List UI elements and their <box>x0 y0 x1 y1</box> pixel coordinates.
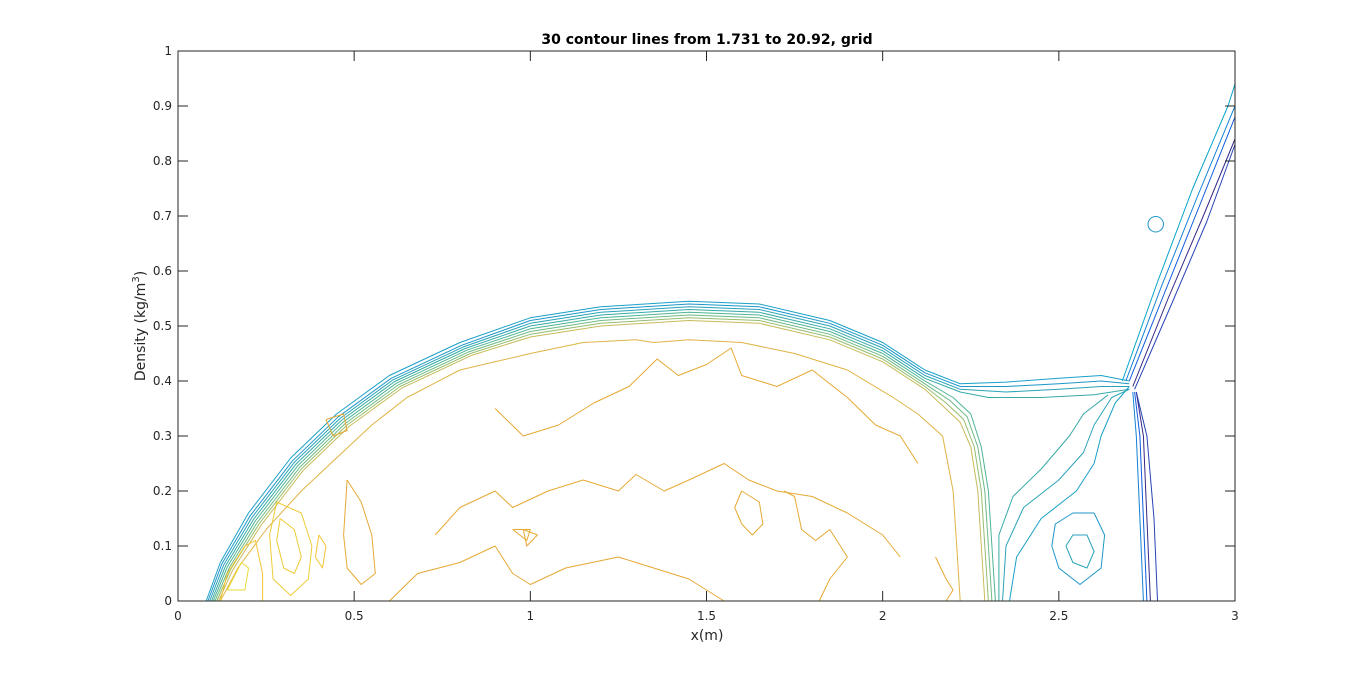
contour-line-interior <box>783 490 848 602</box>
contour-line-bubble-outer <box>211 309 1130 602</box>
contour-line-bubble-outer <box>212 311 996 602</box>
y-tick-label: 0.3 <box>153 429 172 443</box>
contour-line-stem <box>1132 391 1144 602</box>
contour-line-edge <box>219 540 264 602</box>
contour-line-loop <box>1051 512 1106 585</box>
contour-line-edge <box>314 534 327 569</box>
contour-line-bubble-outer <box>209 306 1130 602</box>
x-ticks: 0 0.5 1 1.5 2 2.5 3 <box>174 51 1239 623</box>
contour-lines <box>205 83 1236 602</box>
contour-line-bubble-outer <box>218 320 986 602</box>
y-tick-label: 0.9 <box>153 99 172 113</box>
y-axis-label-main: Density (kg/m <box>133 283 149 382</box>
contour-line-interior <box>734 490 764 536</box>
x-tick-label: 2.5 <box>1049 609 1068 623</box>
contour-line-edge <box>276 518 302 574</box>
x-axis-label: x(m) <box>691 628 724 644</box>
contour-line-interior <box>494 347 919 464</box>
contour-line-shock <box>1134 144 1236 390</box>
contour-line-steps <box>1009 386 1130 602</box>
y-tick-label: 0.8 <box>153 154 172 168</box>
x-tick-label: 1.5 <box>697 609 716 623</box>
contour-line-interior <box>512 529 531 541</box>
contour-line-bubble-outer <box>216 317 989 602</box>
x-tick-label: 0.5 <box>345 609 364 623</box>
contour-line-stem <box>1135 391 1151 602</box>
contour-line-bubble-outer <box>205 300 1130 602</box>
contour-line-stem <box>1134 391 1148 602</box>
y-axis-label: Density (kg/m3) <box>131 271 149 381</box>
contour-line-interior <box>343 479 376 585</box>
y-tick-label: 0.6 <box>153 264 172 278</box>
contour-line-stem <box>1135 391 1158 602</box>
contour-line-interior <box>325 413 348 437</box>
y-axis-label-superscript: 3 <box>131 276 142 282</box>
y-ticks: 0 0.1 0.2 0.3 0.4 0.5 0.6 0.7 0.8 0.9 1 <box>153 44 1235 608</box>
y-tick-label: 0.1 <box>153 539 172 553</box>
contour-line-interior <box>434 463 901 558</box>
contour-line-shock <box>1128 116 1236 382</box>
contour-line-bubble-outer <box>207 303 1130 602</box>
contour-line-loop <box>1065 534 1095 569</box>
contour-line-steps <box>998 394 1109 601</box>
contour-line-bubble-outer <box>214 314 993 602</box>
x-tick-label: 2 <box>879 609 887 623</box>
contour-line-edge <box>226 562 249 591</box>
contour-line-detached-loop <box>1147 216 1164 233</box>
contour-line-interior <box>522 529 538 547</box>
y-tick-label: 0.5 <box>153 319 172 333</box>
contour-line-steps <box>1002 388 1130 602</box>
chart-title: 30 contour lines from 1.731 to 20.92, gr… <box>541 32 872 48</box>
y-axis-label-close: ) <box>133 271 149 276</box>
x-tick-label: 1 <box>527 609 535 623</box>
contour-line-shock <box>1125 105 1236 382</box>
y-tick-label: 0.4 <box>153 374 172 388</box>
y-tick-label: 0.2 <box>153 484 172 498</box>
y-tick-label: 0 <box>164 594 172 608</box>
x-tick-label: 0 <box>174 609 182 623</box>
contour-line-bubble-inner <box>219 339 961 602</box>
y-tick-label: 1 <box>164 44 172 58</box>
contour-line-shock <box>1121 83 1236 382</box>
contour-line-interior <box>389 545 725 602</box>
y-tick-label: 0.7 <box>153 209 172 223</box>
x-tick-label: 3 <box>1231 609 1239 623</box>
contour-line-edge <box>269 501 313 596</box>
contour-line-shock <box>1132 138 1236 387</box>
plot-area <box>178 51 1235 601</box>
